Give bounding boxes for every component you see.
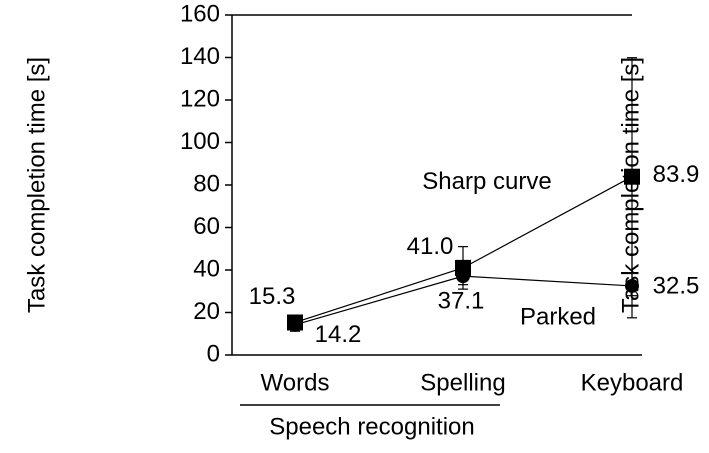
y-tick-label: 20 bbox=[193, 298, 220, 325]
marker bbox=[624, 168, 640, 185]
series-annotation: Sharp curve bbox=[422, 168, 551, 195]
data-label: 41.0 bbox=[407, 233, 454, 260]
group-label: Speech recognition bbox=[269, 413, 474, 440]
y-tick-label: 80 bbox=[193, 170, 220, 197]
data-label: 32.5 bbox=[653, 272, 700, 299]
data-label: 15.3 bbox=[249, 283, 296, 310]
y2-axis-label: Task completion time [s] bbox=[617, 57, 644, 313]
y-tick-label: 40 bbox=[193, 255, 220, 282]
y-tick-label: 120 bbox=[180, 85, 220, 112]
marker bbox=[456, 269, 470, 284]
marker bbox=[625, 278, 639, 293]
x-tick-label: Spelling bbox=[420, 369, 505, 396]
series-annotation: Parked bbox=[520, 303, 596, 330]
x-tick-label: Words bbox=[261, 369, 330, 396]
x-tick-label: Keyboard bbox=[581, 369, 684, 396]
marker bbox=[288, 317, 302, 332]
data-label: 83.9 bbox=[653, 161, 700, 188]
y-tick-label: 0 bbox=[207, 340, 220, 367]
y-tick-label: 100 bbox=[180, 128, 220, 155]
y-axis-label: Task completion time [s] bbox=[23, 57, 50, 313]
data-label: 14.2 bbox=[315, 321, 362, 348]
y-tick-label: 60 bbox=[193, 213, 220, 240]
data-label: 37.1 bbox=[438, 288, 485, 315]
y-tick-label: 140 bbox=[180, 43, 220, 70]
y-tick-label: 160 bbox=[180, 0, 220, 27]
